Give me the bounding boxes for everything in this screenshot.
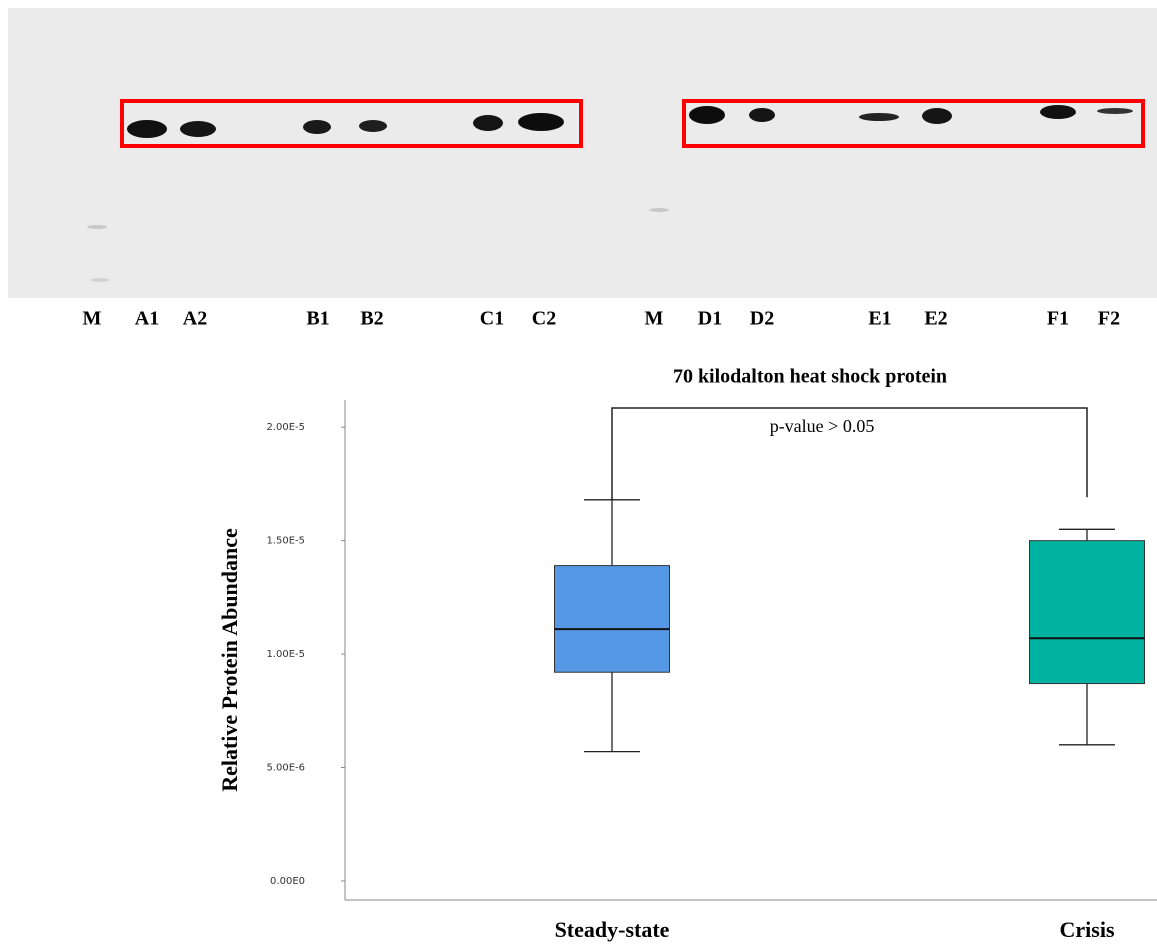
box (555, 566, 670, 673)
annotation: p-value > 0.05 (770, 416, 875, 436)
lane-label: A1 (135, 308, 159, 330)
marker (91, 278, 109, 282)
chart-title: 70 kilodalton heat shock protein (673, 366, 947, 388)
marker (87, 225, 107, 229)
y-tick-label: 0.00E0 (270, 876, 305, 887)
lane-label: E1 (868, 308, 891, 330)
band (303, 120, 331, 134)
lane-label: A2 (183, 308, 207, 330)
marker (649, 208, 669, 212)
lane-label: B2 (360, 308, 383, 330)
lane-label: B1 (306, 308, 329, 330)
box (1030, 541, 1145, 684)
y-tick-label: 1.00E-5 (266, 649, 305, 660)
lane-label: F2 (1098, 308, 1120, 330)
band (180, 121, 216, 137)
band (922, 108, 952, 124)
x-tick-label: Steady-state (555, 917, 670, 942)
band (518, 113, 564, 131)
band (749, 108, 775, 122)
y-tick-label: 2.00E-5 (266, 422, 305, 433)
lane-label: D1 (698, 308, 722, 330)
lane-labels: M A1 A2 B1 B2 C1 C2 M D1 D2 E1 E2 F1 F2 (83, 308, 1121, 330)
y-tick-label: 5.00E-6 (266, 763, 305, 774)
y-tick-label: 1.50E-5 (266, 536, 305, 547)
blot-image (8, 8, 1157, 298)
lane-label: M (645, 308, 664, 330)
lane-label: C1 (480, 308, 504, 330)
band (127, 120, 167, 138)
lane-label: E2 (924, 308, 947, 330)
membrane (8, 8, 1157, 298)
lane-label: C2 (532, 308, 556, 330)
lane-label: F1 (1047, 308, 1069, 330)
figure: M A1 A2 B1 B2 C1 C2 M D1 D2 E1 E2 F1 F2 70 kilodalton… (0, 0, 1157, 947)
band (1097, 108, 1133, 114)
y-axis-label: Relative Protein Abundance (217, 528, 242, 792)
x-tick-label: Crisis (1060, 917, 1115, 942)
band (473, 115, 503, 131)
band (359, 120, 387, 132)
band (859, 113, 899, 121)
lane-label: M (83, 308, 102, 330)
band (689, 106, 725, 124)
band (1040, 105, 1076, 119)
lane-label: D2 (750, 308, 774, 330)
